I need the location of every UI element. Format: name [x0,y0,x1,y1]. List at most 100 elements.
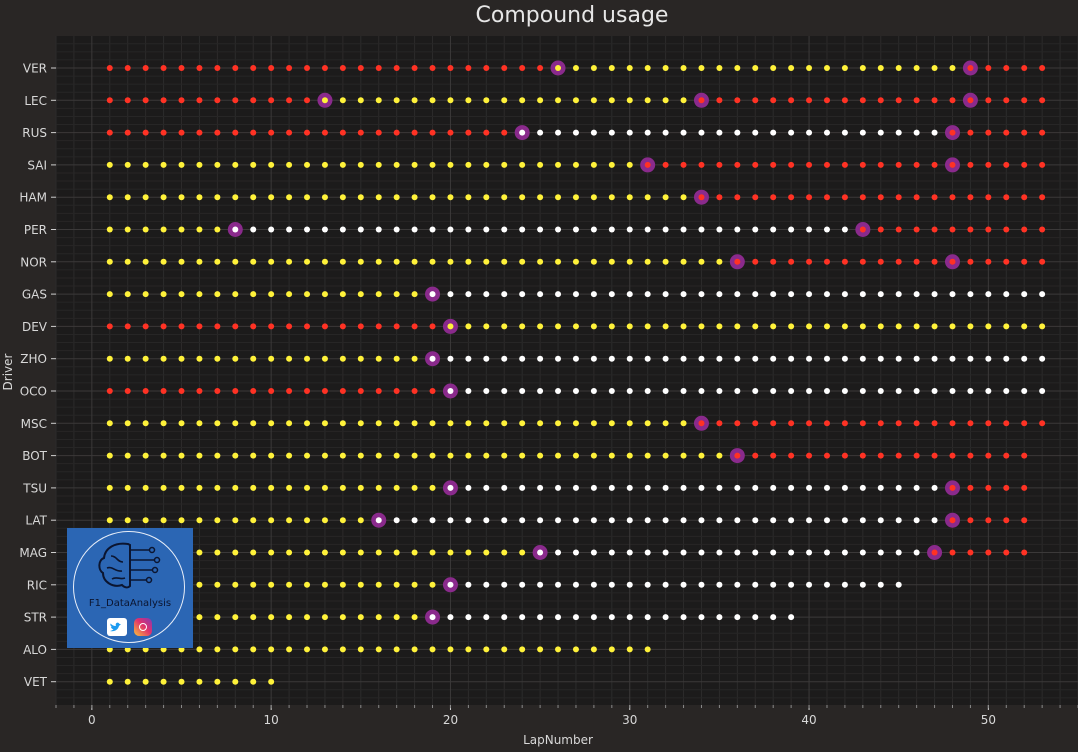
lap-point-medium [321,355,328,362]
lap-point-hard [788,517,795,524]
lap-point-soft [321,65,328,71]
lap-point-soft [393,129,400,136]
lap-point-medium [465,161,472,168]
lap-point-soft [1021,258,1028,265]
lap-point-soft [1021,161,1028,168]
lap-point-soft [1003,65,1010,71]
lap-point-soft [788,97,795,104]
lap-point-soft [286,323,293,330]
lap-point-soft [806,258,813,265]
lap-point-soft [985,420,992,427]
lap-point-medium [124,517,131,524]
lap-point-medium [286,614,293,621]
lap-point-medium [250,484,257,491]
lap-point-medium [572,65,579,71]
lap-point-hard [770,291,777,298]
lap-point-medium [357,258,364,265]
lap-point-medium [501,161,508,168]
lap-point-soft [913,97,920,104]
lap-point-medium [752,65,759,71]
lap-point-medium [375,194,382,201]
lap-point-medium [178,258,185,265]
lap-point-medium [357,614,364,621]
lap-point-medium [250,161,257,168]
lap-point-hard [501,226,508,233]
lap-point-medium [321,581,328,588]
lap-point-medium [483,420,490,427]
lap-point-soft [949,161,956,168]
lap-point-medium [375,161,382,168]
lap-point-medium [877,323,884,330]
lap-point-medium [393,194,400,201]
lap-point-medium [411,420,418,427]
lap-point-hard [519,614,526,621]
lap-point-hard [429,291,436,298]
lap-point-medium [698,65,705,71]
lap-point-medium [483,452,490,459]
lap-point-medium [160,161,167,168]
lap-point-soft [895,194,902,201]
y-tick-label-ver: VER [23,62,47,76]
lap-point-medium [142,484,149,491]
lap-point-soft [1039,226,1046,233]
lap-point-medium [537,161,544,168]
lap-point-hard [913,129,920,136]
lap-point-hard [644,484,651,491]
lap-point-medium [734,65,741,71]
lap-point-medium [680,97,687,104]
lap-point-medium [608,161,615,168]
lap-point-hard [483,581,490,588]
lap-point-medium [268,452,275,459]
lap-point-medium [519,161,526,168]
lap-point-medium [357,452,364,459]
lap-point-hard [501,355,508,362]
lap-point-hard [698,614,705,621]
lap-point-medium [196,484,203,491]
lap-point-medium [268,258,275,265]
lap-point-hard [662,355,669,362]
lap-point-hard [644,129,651,136]
lap-point-medium [555,65,562,71]
lap-point-soft [985,452,992,459]
lap-point-soft [967,549,974,556]
lap-point-medium [142,678,149,685]
lap-point-hard [375,517,382,524]
lap-point-soft [1039,258,1046,265]
lap-point-medium [626,420,633,427]
lap-point-hard [680,291,687,298]
lap-point-medium [196,678,203,685]
lap-point-hard [877,388,884,394]
lap-point-soft [214,97,221,104]
lap-point-medium [106,194,113,201]
lap-point-medium [250,194,257,201]
lap-point-medium [178,484,185,491]
lap-point-hard [519,226,526,233]
lap-point-medium [286,194,293,201]
lap-point-soft [124,388,131,394]
lap-point-hard [321,226,328,233]
lap-point-hard [555,549,562,556]
lap-point-medium [196,452,203,459]
lap-point-medium [662,323,669,330]
lap-point-soft [931,549,938,556]
lap-point-medium [232,420,239,427]
lap-point-soft [232,129,239,136]
lap-point-soft [698,161,705,168]
lap-point-hard [447,291,454,298]
lap-point-soft [806,194,813,201]
lap-point-hard [483,226,490,233]
lap-point-medium [572,161,579,168]
lap-point-soft [411,129,418,136]
lap-point-hard [304,226,311,233]
lap-point-soft [304,323,311,330]
lap-point-hard [841,549,848,556]
lap-point-soft [895,97,902,104]
lap-point-medium [537,97,544,104]
lap-point-medium [572,646,579,653]
lap-point-hard [465,614,472,621]
lap-point-soft [770,194,777,201]
lap-point-medium [106,355,113,362]
lap-point-hard [806,549,813,556]
lap-point-hard [555,226,562,233]
lap-point-hard [734,614,741,621]
